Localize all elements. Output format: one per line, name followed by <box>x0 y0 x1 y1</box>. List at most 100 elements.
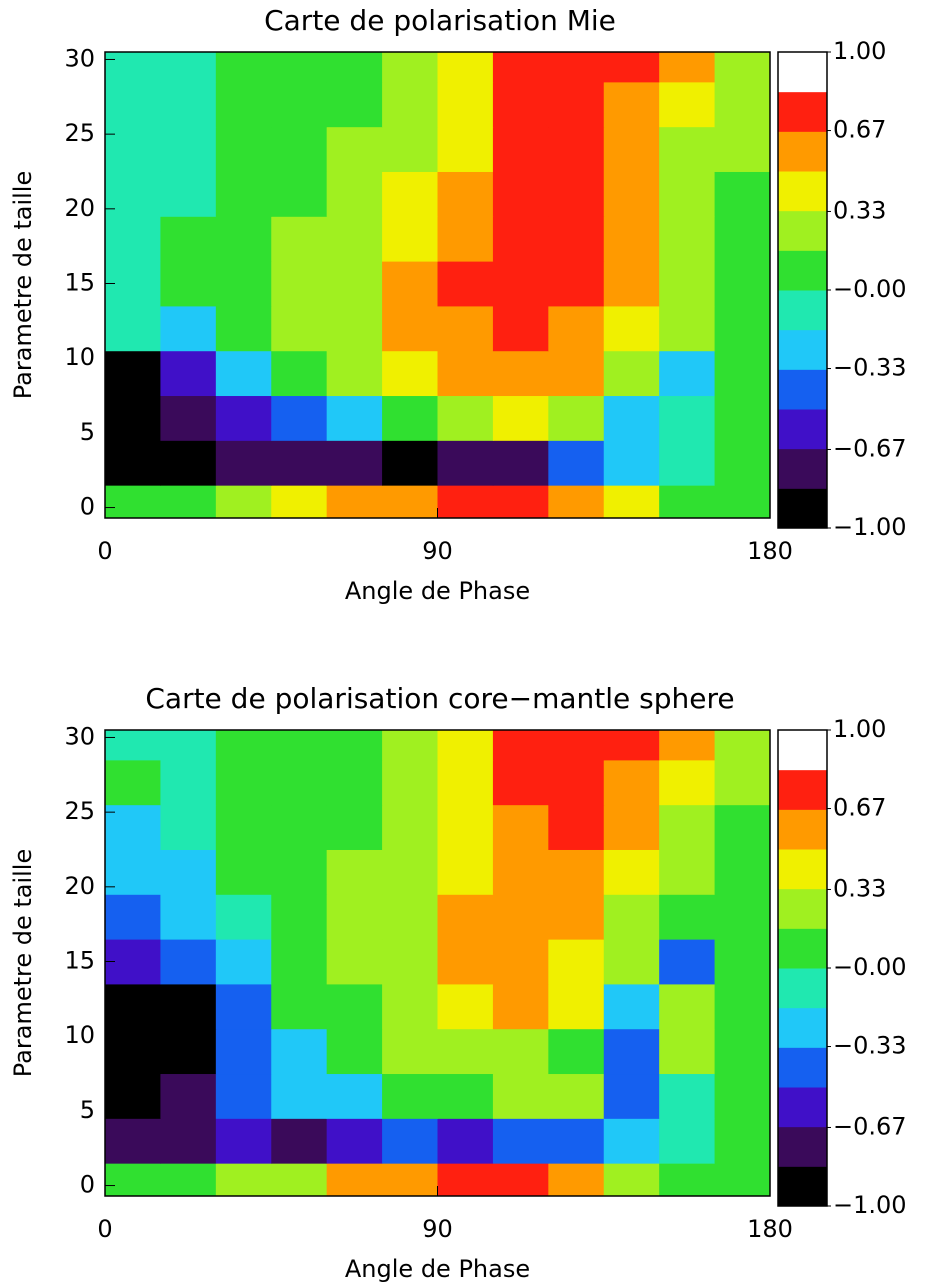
contour-cell <box>492 759 549 806</box>
contour-cell <box>437 1163 494 1196</box>
contour-cell <box>271 804 328 850</box>
contour-cell <box>603 350 660 397</box>
contour-cell <box>382 305 438 352</box>
contour-cell <box>160 983 217 1030</box>
contour-cell <box>492 939 549 985</box>
contour-cell <box>437 759 494 806</box>
contour-cell <box>215 849 272 895</box>
y-tick-label: 15 <box>64 947 95 975</box>
contour-cell <box>105 804 161 850</box>
contour-cell <box>548 52 605 83</box>
contour-cell <box>326 52 383 83</box>
contour-cell <box>548 849 605 895</box>
contour-cell <box>215 261 272 307</box>
y-tick-label: 0 <box>80 493 95 521</box>
contour-cell <box>382 440 438 486</box>
contour-cell <box>548 939 605 985</box>
contour-cell <box>382 804 438 850</box>
contour-cell <box>326 1163 383 1196</box>
contour-cell <box>271 849 328 895</box>
y-axis-label: Parametre de taille <box>9 849 37 1077</box>
contour-cell <box>382 81 438 128</box>
contour-cell <box>714 81 770 128</box>
contour-cell <box>492 894 549 940</box>
colorbar-tick-label: −0.67 <box>833 1112 907 1140</box>
contour-cell <box>548 1118 605 1164</box>
contour-cell <box>271 216 328 262</box>
contour-cell <box>714 1028 770 1075</box>
contour-cell <box>105 1028 161 1075</box>
contour-cell <box>382 759 438 806</box>
contour-cell <box>271 171 328 217</box>
contour-cell <box>659 485 716 518</box>
contour-cell <box>548 1073 605 1119</box>
contour-cell <box>326 983 383 1030</box>
contour-cell <box>382 1073 438 1119</box>
contour-cell <box>326 440 383 486</box>
contour-cell <box>382 1028 438 1075</box>
contour-cell <box>714 849 770 895</box>
contour-cell <box>215 350 272 397</box>
contour-cell <box>437 350 494 397</box>
colorbar-band <box>778 448 827 489</box>
contour-cell <box>326 216 383 262</box>
contour-cell <box>492 171 549 217</box>
contour-cell <box>659 395 716 441</box>
contour-cell <box>326 485 383 518</box>
contour-cell <box>215 126 272 172</box>
contour-cell <box>382 350 438 397</box>
contour-cell <box>271 939 328 985</box>
contour-cell <box>492 804 549 850</box>
contour-cell <box>659 894 716 940</box>
contour-cell <box>215 440 272 486</box>
y-tick-label: 30 <box>64 44 95 72</box>
colorbar-tick-label: −0.00 <box>833 275 907 303</box>
contour-cell <box>714 1118 770 1164</box>
contour-cell <box>603 849 660 895</box>
contour-cell <box>548 730 605 761</box>
y-axis-label: Parametre de taille <box>9 171 37 399</box>
contour-cell <box>659 804 716 850</box>
contour-cell <box>548 261 605 307</box>
contour-cell <box>437 126 494 172</box>
contour-cell <box>105 395 161 441</box>
contour-cell <box>105 485 161 518</box>
contour-cell <box>659 171 716 217</box>
contour-cell <box>326 1118 383 1164</box>
colorbar-tick-label: −0.33 <box>833 1032 907 1060</box>
contour-cell <box>215 983 272 1030</box>
contour-cell <box>271 485 328 518</box>
contour-cell <box>160 1028 217 1075</box>
y-tick-label: 25 <box>64 119 95 147</box>
contour-cell <box>160 759 217 806</box>
contour-cell <box>548 350 605 397</box>
contour-cell <box>603 126 660 172</box>
contour-cell <box>714 305 770 352</box>
contour-cell <box>215 1118 272 1164</box>
colorbar-band <box>778 91 827 132</box>
contour-cell <box>271 759 328 806</box>
colorbar-tick-label: 1.00 <box>833 715 886 743</box>
contour-cell <box>437 440 494 486</box>
contour-cell <box>714 171 770 217</box>
colorbar-band <box>778 730 827 771</box>
y-tick-label: 25 <box>64 797 95 825</box>
contour-cell <box>714 52 770 83</box>
x-tick-label: 0 <box>97 537 112 565</box>
contour-cell <box>160 804 217 850</box>
contour-cell <box>160 81 217 128</box>
contour-cell <box>105 440 161 486</box>
contour-cell <box>714 804 770 850</box>
contour-cell <box>382 126 438 172</box>
contour-cell <box>215 216 272 262</box>
contour-cell <box>659 1118 716 1164</box>
contour-cell <box>548 216 605 262</box>
contour-cell <box>659 939 716 985</box>
contour-cell <box>437 171 494 217</box>
chart-title: Carte de polarisation core−mantle sphere <box>145 682 734 715</box>
contour-cell <box>215 171 272 217</box>
contour-cell <box>271 440 328 486</box>
contour-cell <box>659 52 716 83</box>
contour-cell <box>326 305 383 352</box>
